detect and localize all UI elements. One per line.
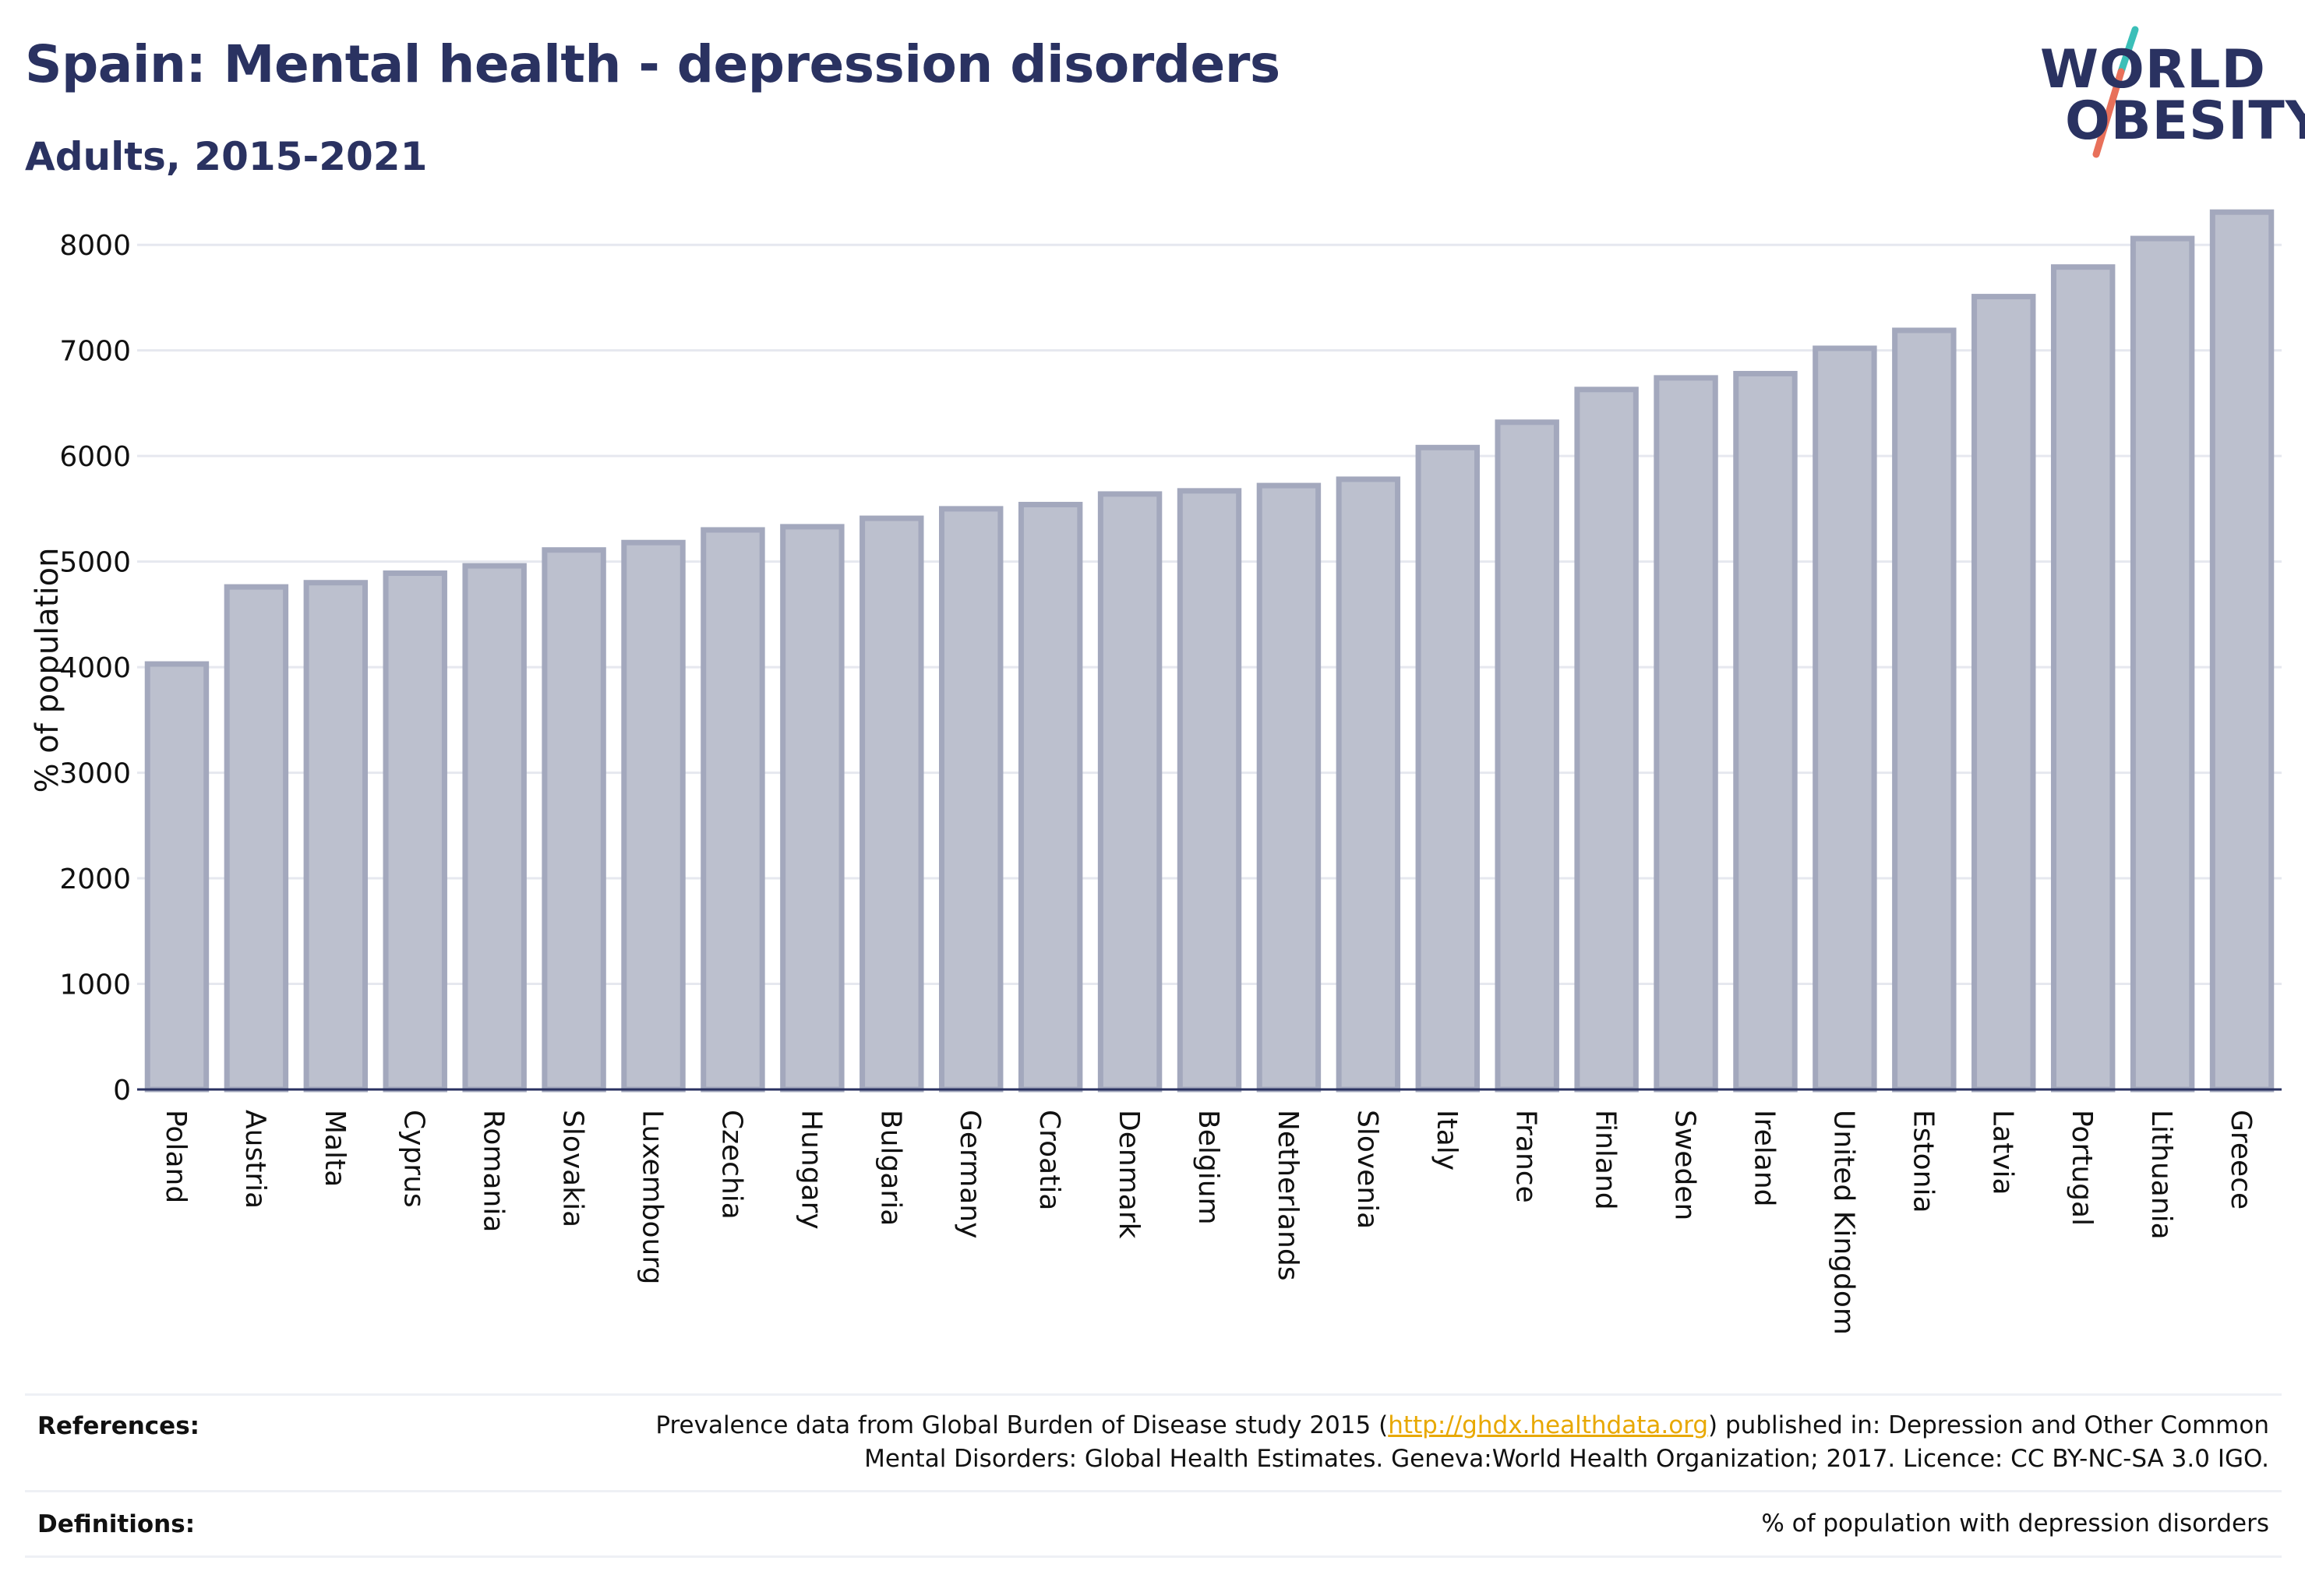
- bar-austria[interactable]: [224, 584, 289, 1093]
- x-tick-label: Italy: [1431, 1110, 1463, 1171]
- bar-luxembourg[interactable]: [621, 539, 686, 1093]
- bar-finland[interactable]: [1574, 387, 1639, 1093]
- x-tick-label: Croatia: [1033, 1110, 1065, 1210]
- world-obesity-logo: WORLD OBESITY: [2034, 23, 2305, 164]
- y-tick-label: 6000: [59, 441, 131, 473]
- x-axis-labels: Poland Austria Malta Cyprus Romania Slovakia L…: [160, 1110, 2257, 1335]
- references-link[interactable]: http://ghdx.healthdata.org: [1388, 1411, 1709, 1439]
- references-text-pre: Prevalence data from Global Burden of Di…: [655, 1411, 1389, 1439]
- definitions-row: Definitions: % of population with depres…: [25, 1507, 2282, 1546]
- x-tick-label: Latvia: [1986, 1110, 2018, 1195]
- x-tick-label: Ireland: [1748, 1110, 1780, 1207]
- logo-slash-icon: [2092, 26, 2139, 158]
- logo-text-world: WORLD: [2040, 39, 2266, 101]
- chart-title: Spain: Mental health - depression disord…: [25, 34, 1280, 94]
- x-tick-label: Slovenia: [1351, 1110, 1383, 1229]
- x-tick-label: United Kingdom: [1827, 1110, 1859, 1335]
- references-row: References: Prevalence data from Global …: [25, 1409, 2282, 1487]
- bar-poland[interactable]: [144, 661, 210, 1093]
- bar-italy[interactable]: [1415, 444, 1480, 1093]
- x-tick-label: Estonia: [1907, 1110, 1939, 1213]
- references-text: Prevalence data from Global Burden of Di…: [655, 1409, 2269, 1476]
- x-tick-label: Hungary: [795, 1110, 827, 1230]
- x-tick-label: Finland: [1590, 1110, 1622, 1210]
- bar-czechia[interactable]: [701, 527, 765, 1093]
- bar-portugal[interactable]: [2050, 264, 2116, 1093]
- x-tick-label: Sweden: [1669, 1110, 1701, 1220]
- x-tick-label: Greece: [2225, 1110, 2257, 1209]
- bar-slovenia[interactable]: [1336, 476, 1401, 1093]
- bar-netherlands[interactable]: [1256, 482, 1322, 1093]
- chart-subtitle: Adults, 2015-2021: [25, 134, 428, 179]
- bar-romania[interactable]: [462, 563, 527, 1093]
- bars: [144, 209, 2275, 1093]
- logo-text-obesity: OBESITY: [2065, 90, 2305, 152]
- x-tick-label: Romania: [478, 1110, 510, 1232]
- y-tick-label: 5000: [59, 547, 131, 579]
- bar-sweden[interactable]: [1654, 375, 1718, 1093]
- bar-chart: 0 1000 2000 3000 4000 5000 6000 7000 8000 Poland…: [30, 209, 2282, 1335]
- y-tick-label: 2000: [59, 863, 131, 895]
- x-tick-label: Denmark: [1113, 1110, 1145, 1239]
- bar-slovakia[interactable]: [542, 547, 606, 1093]
- definitions-text: % of population with depression disorder…: [1761, 1509, 2269, 1538]
- bar-hungary[interactable]: [780, 524, 845, 1093]
- bar-bulgaria[interactable]: [860, 515, 924, 1093]
- bar-united-kingdom[interactable]: [1813, 345, 1877, 1093]
- x-tick-label: Malta: [319, 1110, 351, 1187]
- y-tick-label: 0: [113, 1075, 131, 1107]
- bar-denmark[interactable]: [1097, 491, 1163, 1093]
- x-tick-label: Germany: [954, 1110, 986, 1238]
- y-axis-ticks: 0 1000 2000 3000 4000 5000 6000 7000 8000: [59, 230, 131, 1107]
- footer-divider: [25, 1393, 2282, 1396]
- references-label: References:: [37, 1412, 200, 1440]
- bar-estonia[interactable]: [1892, 327, 1957, 1093]
- footer-divider: [25, 1490, 2282, 1492]
- y-axis-label: % of population: [30, 548, 65, 793]
- x-tick-label: France: [1510, 1110, 1542, 1203]
- x-tick-label: Luxembourg: [637, 1110, 669, 1284]
- x-tick-label: Slovakia: [557, 1110, 589, 1227]
- x-tick-label: Poland: [160, 1110, 192, 1203]
- y-tick-label: 8000: [59, 230, 131, 262]
- x-tick-label: Austria: [239, 1110, 271, 1209]
- x-tick-label: Czechia: [715, 1110, 747, 1220]
- bar-latvia[interactable]: [1971, 294, 2036, 1093]
- x-tick-label: Cyprus: [398, 1110, 430, 1208]
- bar-germany[interactable]: [939, 506, 1004, 1093]
- y-tick-label: 1000: [59, 969, 131, 1001]
- bar-cyprus[interactable]: [383, 570, 447, 1093]
- bar-malta[interactable]: [303, 580, 369, 1093]
- definitions-label: Definitions:: [37, 1510, 196, 1538]
- bar-lithuania[interactable]: [2130, 235, 2195, 1093]
- bar-croatia[interactable]: [1018, 501, 1083, 1093]
- y-tick-label: 3000: [59, 758, 131, 790]
- references-text-line2: Mental Disorders: Global Health Estimate…: [864, 1445, 2269, 1473]
- bar-belgium[interactable]: [1177, 488, 1242, 1093]
- x-tick-label: Lithuania: [2145, 1110, 2177, 1240]
- references-text-post: ) published in: Depression and Other Com…: [1708, 1411, 2269, 1439]
- bar-greece[interactable]: [2209, 209, 2275, 1093]
- y-tick-label: 4000: [59, 652, 131, 684]
- x-tick-label: Netherlands: [1272, 1110, 1304, 1280]
- x-tick-label: Belgium: [1192, 1110, 1224, 1225]
- bar-france[interactable]: [1495, 419, 1559, 1093]
- y-tick-label: 7000: [59, 336, 131, 368]
- x-tick-label: Portugal: [2066, 1110, 2098, 1226]
- footer-divider: [25, 1555, 2282, 1558]
- x-tick-label: Bulgaria: [874, 1110, 906, 1226]
- bar-ireland[interactable]: [1733, 370, 1798, 1093]
